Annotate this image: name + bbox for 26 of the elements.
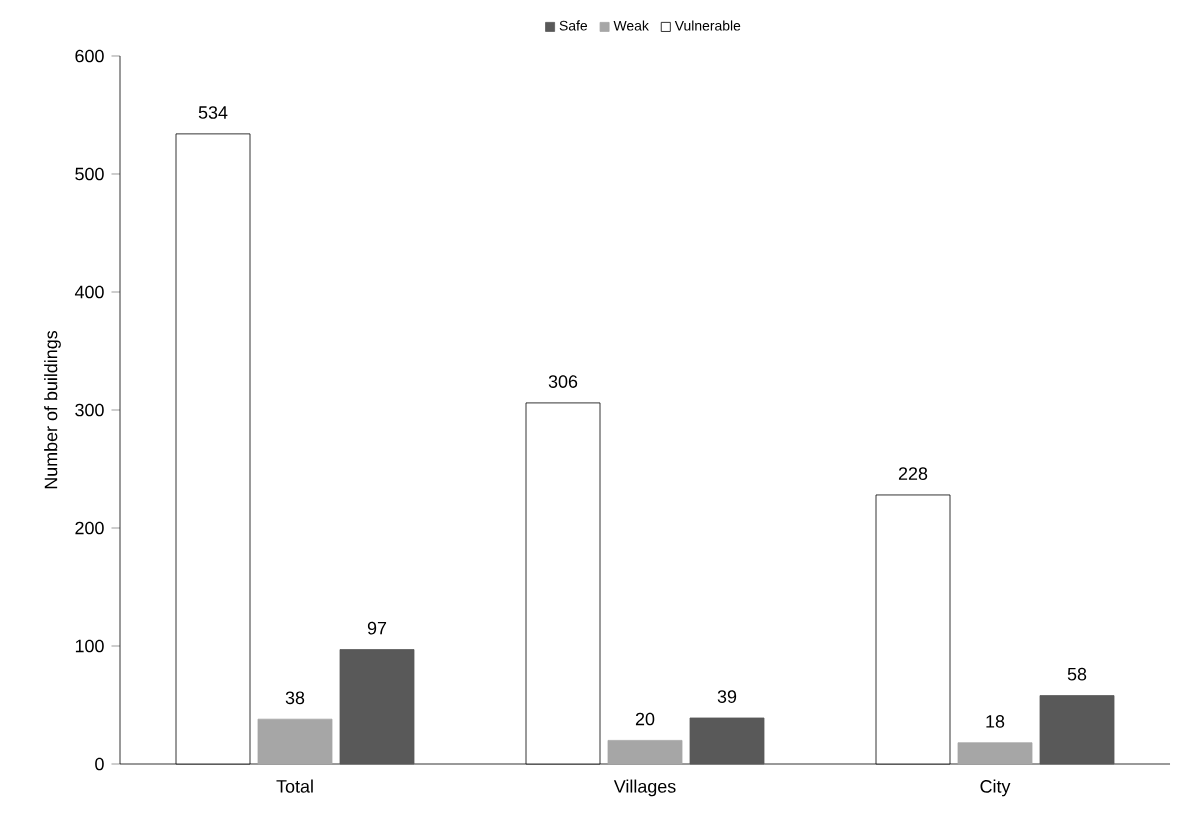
- bar: [257, 718, 333, 765]
- bar: [607, 740, 683, 765]
- bar: [1039, 695, 1115, 765]
- data-label: 306: [548, 375, 578, 388]
- y-axis-title: Number of buildings: [44, 330, 61, 489]
- bar: [957, 742, 1033, 765]
- data-label: 20: [635, 712, 655, 726]
- data-label: 38: [285, 691, 305, 705]
- data-label: 18: [986, 715, 1005, 728]
- data-label: 39: [717, 690, 737, 703]
- y-tick-label: 0: [95, 757, 104, 771]
- bar: [689, 717, 765, 765]
- y-tick-label: 300: [75, 403, 104, 417]
- y-tick-label: 200: [75, 521, 104, 535]
- data-label: 97: [367, 621, 387, 635]
- y-tick-label: 100: [75, 639, 104, 653]
- y-tick-label: 400: [74, 285, 104, 299]
- x-tick-label: Villages: [613, 779, 676, 797]
- y-tick-label: 500: [75, 167, 104, 181]
- data-label: 534: [198, 106, 228, 119]
- x-tick-label: City: [980, 779, 1011, 797]
- bar: [339, 649, 415, 765]
- data-label: 228: [898, 467, 928, 480]
- y-tick-label: 600: [75, 49, 104, 63]
- data-label: 58: [1067, 667, 1087, 681]
- x-tick-label: Total: [276, 779, 313, 793]
